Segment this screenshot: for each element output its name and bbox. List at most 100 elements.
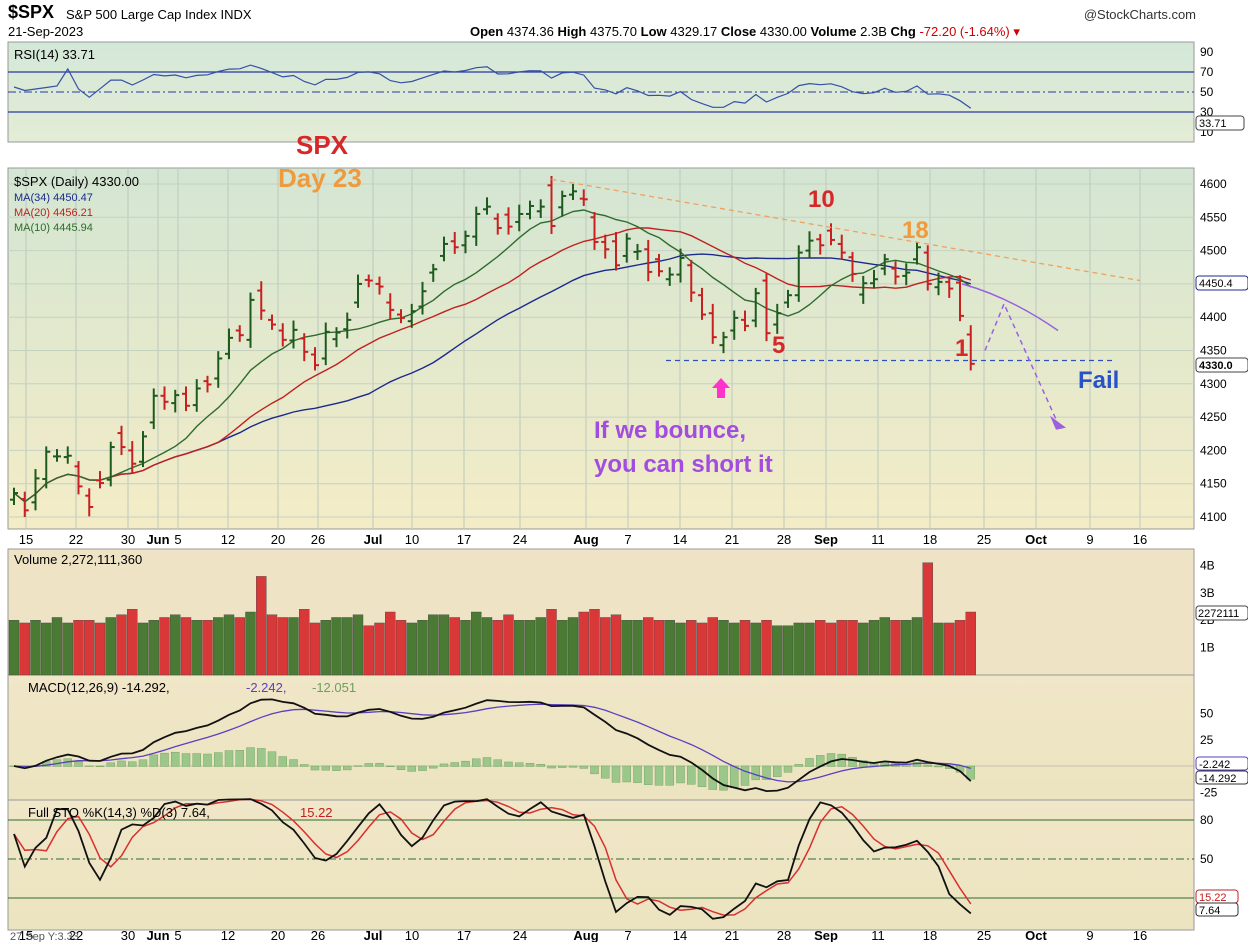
volume-bar: [8, 620, 20, 676]
macd-hist-bar: [267, 751, 277, 767]
x-tick-label-bottom: 11: [871, 928, 885, 942]
macd-hist-bar: [773, 765, 782, 777]
x-tick-label-bottom: 9: [1086, 928, 1093, 942]
macd-hist-bar: [762, 765, 771, 780]
volume-bar: [825, 622, 837, 676]
volume-bar: [73, 620, 84, 676]
volume-bar: [890, 620, 901, 676]
volume-bar: [503, 614, 514, 676]
volume-bar: [901, 620, 912, 676]
x-tick-label: 24: [513, 532, 527, 547]
macd-line-tag-text: -14.292: [1199, 773, 1236, 785]
sto-k-line: [13, 798, 972, 920]
macd-hist-bar: [934, 765, 943, 768]
open-value: 4374.36: [506, 24, 554, 39]
x-tick-label: 25: [977, 532, 991, 547]
macd-hist-bar: [160, 752, 169, 767]
volume-bar: [621, 620, 632, 676]
ma-value-tag-text: 4450.4: [1199, 278, 1233, 290]
volume-bar: [922, 562, 933, 676]
rsi-tick-label: 70: [1200, 65, 1214, 79]
price-tick-label: 4150: [1200, 477, 1227, 491]
volume-bar: [707, 617, 718, 676]
volume-bar: [277, 617, 288, 676]
volume-bar: [342, 617, 353, 676]
index-name: S&P 500 Large Cap Index INDX: [66, 7, 252, 22]
macd-hist-bar: [332, 765, 341, 771]
volume-bar: [137, 622, 149, 676]
volume-bar: [417, 620, 428, 676]
volume-bar: [299, 609, 310, 676]
low-label: Low: [640, 24, 667, 39]
x-tick-label-bottom: 10: [405, 928, 419, 942]
volume-bar: [686, 620, 697, 676]
x-tick-label-bottom: Jul: [364, 928, 383, 942]
volume-bar: [879, 617, 890, 676]
x-tick-label: 10: [405, 532, 419, 547]
price-layer: [10, 176, 1141, 517]
price-tick-label: 4200: [1200, 443, 1227, 457]
sto-legend-b: 15.22: [300, 805, 333, 820]
volume-value-tag: 2272111: [1195, 605, 1248, 621]
sto-k-tag: 7.64: [1195, 902, 1239, 917]
index-title: S&P 500 Large Cap Index: [66, 7, 217, 22]
bottom-cursor-readout: 27 Sep Y:3.33: [10, 931, 79, 942]
annotation-ten: 10: [808, 186, 835, 213]
volume-bar: [170, 614, 181, 676]
x-tick-label-bottom: 14: [673, 928, 687, 942]
x-tick-label: 11: [871, 532, 885, 547]
sto-k-tag-text: 7.64: [1199, 905, 1220, 917]
macd-hist-bar: [203, 753, 212, 767]
volume-bar: [911, 617, 923, 676]
macd-hist-bar: [611, 765, 621, 783]
volume-bar: [782, 625, 794, 676]
x-tick-label-bottom: Jun: [146, 928, 169, 942]
macd-hist-bar: [923, 764, 932, 767]
macd-hist-bar: [568, 765, 578, 768]
macd-hist-bar: [547, 765, 556, 769]
sto-legend-a: Full STO %K(14,3) %D(3) 7.64,: [28, 805, 210, 820]
x-tick-label: 7: [624, 532, 631, 547]
macd-hist-bar: [730, 765, 739, 788]
sto-d-line: [13, 798, 972, 916]
macd-hist-bar: [719, 765, 728, 791]
sto-tick-label: 80: [1200, 813, 1214, 827]
x-tick-label: 9: [1086, 532, 1093, 547]
macd-hist-bar: [310, 765, 320, 771]
volume-bar: [836, 620, 847, 676]
ma10-legend: MA(10) 4445.94: [14, 222, 93, 234]
volume-bar: [406, 622, 417, 676]
volume-bar: [331, 617, 342, 676]
x-tick-label: 20: [271, 532, 285, 547]
annotation-one: 1: [955, 335, 968, 362]
volume-bar: [449, 617, 460, 676]
volume-bar: [653, 620, 665, 676]
volume-bar: [363, 625, 374, 676]
macd-hist-bar: [246, 747, 255, 767]
price-tick-label: 4500: [1200, 244, 1227, 258]
macd-hist-bar: [429, 765, 438, 769]
open-label: Open: [470, 24, 504, 39]
macd-line: [13, 698, 972, 793]
x-tick-label: Aug: [573, 532, 598, 547]
volume-bar: [352, 614, 364, 676]
magenta-up-arrow-icon: [712, 378, 730, 398]
macd-hist-bar: [644, 765, 653, 785]
macd-hist-bar: [85, 765, 94, 767]
volume-bar: [847, 620, 858, 676]
macd-hist-bar: [525, 763, 535, 767]
brand-logo[interactable]: @StockCharts.com: [1083, 7, 1196, 22]
macd-hist-bar: [300, 764, 309, 767]
chart-date: 21-Sep-2023: [8, 24, 84, 39]
volume-tick-label: 3B: [1200, 586, 1215, 600]
rsi-tick-label: 50: [1200, 85, 1214, 99]
volume-bar: [148, 620, 159, 676]
volume-bar: [761, 620, 772, 676]
x-tick-label-bottom: 17: [457, 928, 471, 942]
price-tick-label: 4350: [1200, 344, 1227, 358]
macd-hist-bar: [278, 756, 287, 767]
volume-bar: [30, 620, 41, 676]
macd-hist-bar: [633, 765, 642, 783]
price-tick-label: 4300: [1200, 377, 1227, 391]
